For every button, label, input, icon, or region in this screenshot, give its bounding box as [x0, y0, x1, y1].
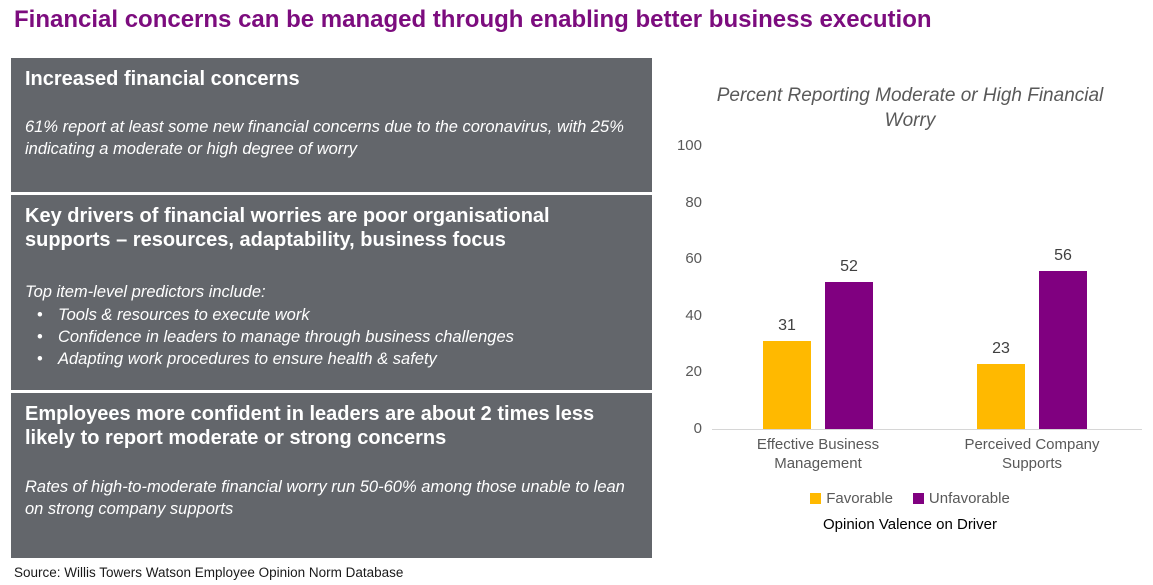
x-axis-title: Opinion Valence on Driver	[823, 516, 997, 533]
category-label: Effective Business Management	[756, 436, 880, 472]
financial-worry-bar-chart: Percent Reporting Moderate or High Finan…	[660, 58, 1153, 558]
category-label: Perceived Company Supports	[964, 436, 1100, 472]
predictor-bullet-list: Tools & resources to execute work Confid…	[25, 305, 638, 370]
y-tick-label: 40	[685, 306, 702, 324]
panel-increased-financial-concerns: Increased financial concerns 61% report …	[11, 58, 652, 192]
bar-value-label: 23	[992, 340, 1010, 357]
panel-key-drivers: Key drivers of financial worries are poo…	[11, 195, 652, 390]
panel-leader-confidence: Employees more confident in leaders are …	[11, 393, 652, 558]
panel-intro-text: Top item-level predictors include:	[25, 282, 266, 301]
chart-title: Percent Reporting Moderate or High Finan…	[716, 85, 1104, 131]
bar-favorable	[763, 341, 811, 429]
panel-heading: Employees more confident in leaders are …	[25, 403, 595, 450]
y-tick-label: 100	[676, 137, 702, 154]
bullet-item: Tools & resources to execute work	[25, 305, 638, 327]
legend-label: Unfavorable	[928, 490, 1010, 507]
panel-heading: Increased financial concerns	[25, 68, 300, 90]
y-tick-label: 80	[685, 193, 702, 211]
bar-favorable	[977, 364, 1025, 429]
bar-value-label: 56	[1054, 247, 1072, 264]
key-findings-panel: Increased financial concerns 61% report …	[11, 58, 652, 558]
panel-body-text: 61% report at least some new financial c…	[25, 118, 624, 159]
legend-swatch-icon	[810, 493, 822, 504]
bar-value-label: 52	[840, 258, 858, 275]
x-axis-line	[712, 429, 1142, 430]
source-note: Source: Willis Towers Watson Employee Op…	[14, 565, 404, 580]
bullet-item: Adapting work procedures to ensure healt…	[25, 349, 638, 371]
bar-value-label: 31	[778, 317, 796, 334]
legend-item-favorable: Favorable	[810, 490, 893, 507]
legend-label: Favorable	[826, 490, 893, 507]
y-tick-label: 20	[685, 363, 702, 381]
page-title: Financial concerns can be managed throug…	[14, 6, 932, 33]
chart-legend: Favorable Unfavorable	[695, 490, 1125, 507]
y-tick-label: 0	[693, 420, 702, 437]
legend-swatch-icon	[912, 493, 924, 504]
y-tick-label: 60	[685, 250, 702, 268]
legend-item-unfavorable: Unfavorable	[912, 490, 1010, 507]
panel-body-text: Rates of high-to-moderate financial worr…	[25, 477, 625, 518]
bullet-item: Confidence in leaders to manage through …	[25, 327, 638, 349]
bar-unfavorable	[825, 282, 873, 429]
bar-unfavorable	[1039, 271, 1087, 429]
panel-heading: Key drivers of financial worries are poo…	[25, 205, 550, 252]
